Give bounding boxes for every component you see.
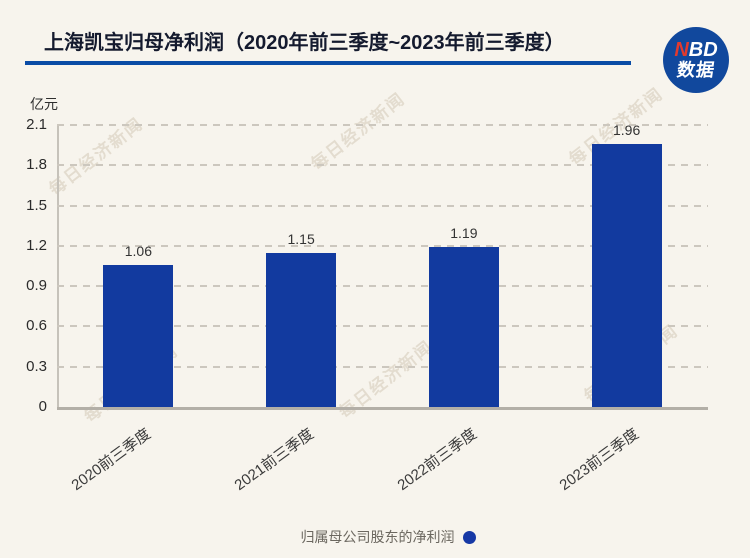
x-axis-label: 2020前三季度 xyxy=(68,425,154,495)
bar-value-label: 1.19 xyxy=(450,225,478,242)
bar-2020-q1-q3 xyxy=(103,264,174,407)
x-axis-label: 2023前三季度 xyxy=(556,425,643,495)
bar-2021-q1-q3 xyxy=(266,252,337,407)
gridline xyxy=(57,365,708,368)
nbd-logo-n: N xyxy=(674,39,689,62)
x-axis-line xyxy=(57,407,708,410)
bar-value-label: 1.15 xyxy=(287,230,315,247)
y-tick-label: 0 xyxy=(38,398,47,415)
x-axis-label: 2021前三季度 xyxy=(231,425,317,495)
bar-value-label: 1.06 xyxy=(124,242,152,259)
gridline xyxy=(57,325,708,328)
gridline xyxy=(57,285,708,288)
y-tick-label: 2.1 xyxy=(26,116,47,133)
y-tick-label: 0.3 xyxy=(26,357,47,375)
gridline xyxy=(57,204,708,207)
chart-title: 上海凯宝归母净利润（2020年前三季度~2023年前三季度） xyxy=(44,32,565,54)
gridline xyxy=(57,164,708,167)
y-tick-label: 0.6 xyxy=(26,317,47,335)
legend-marker-dot xyxy=(462,530,476,544)
y-tick-label: 1.2 xyxy=(26,236,47,254)
x-axis-label: 2022前三季度 xyxy=(393,425,480,495)
legend-label: 归属母公司股东的净利润 xyxy=(300,529,455,545)
gridline xyxy=(57,124,708,126)
legend: 归属母公司股东的净利润 xyxy=(0,527,750,547)
y-tick-label: 1.8 xyxy=(26,156,47,174)
y-tick-label: 0.9 xyxy=(26,277,47,295)
bar-2022-q1-q3 xyxy=(428,247,499,407)
nbd-logo-bd: BD xyxy=(688,39,718,62)
y-tick-label: 1.5 xyxy=(26,196,47,214)
nbd-logo: NBD 数据 xyxy=(663,27,729,93)
gridline xyxy=(57,244,708,247)
y-axis-line xyxy=(57,125,59,408)
bar-value-label: 1.96 xyxy=(613,121,641,138)
y-axis-unit-label: 亿元 xyxy=(30,96,58,112)
bar-2023-q1-q3 xyxy=(591,143,662,407)
title-divider xyxy=(25,61,631,65)
nbd-logo-text: NBD xyxy=(674,40,717,61)
